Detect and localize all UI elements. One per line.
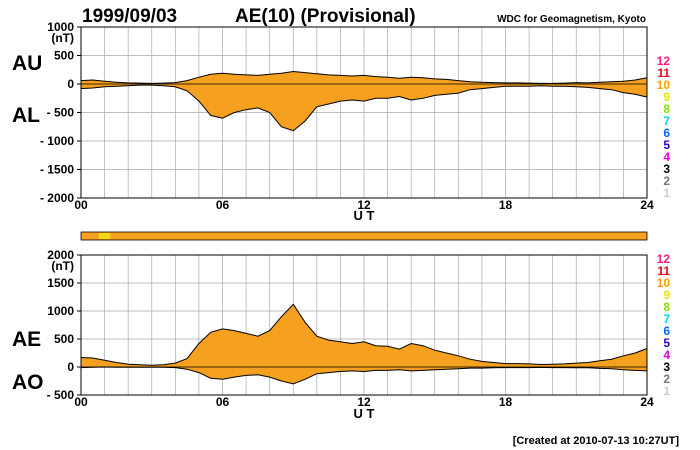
- x-tick-label: 24: [640, 198, 654, 212]
- legend-item: 12: [657, 54, 671, 68]
- au-al-panel: 1000 500 0 - 500 - 1000 - 1500 - 2000 (nT) 00 06 1…: [12, 20, 654, 223]
- legend-item: 10: [657, 276, 671, 290]
- legend-item: 9: [663, 90, 670, 104]
- series-label-lower: AO: [12, 371, 44, 394]
- legend-item: 2: [663, 174, 670, 188]
- y-tick-label: - 1000: [40, 134, 74, 148]
- legend-item: 2: [663, 372, 670, 386]
- y-tick-label: 500: [54, 332, 74, 346]
- series-label-upper: AE: [12, 328, 41, 351]
- grid: [81, 27, 647, 198]
- upper-envelope-line: [80, 303, 648, 366]
- legend-item: 5: [663, 336, 670, 350]
- series-label-lower: AL: [12, 104, 40, 127]
- x-axis-label: U T: [354, 208, 375, 223]
- y-unit-label: (nT): [51, 31, 74, 45]
- upper-envelope-line: [80, 70, 648, 84]
- x-tick-label: 18: [499, 395, 513, 409]
- y-tick-label: - 500: [47, 388, 75, 402]
- legend-item: 1: [663, 186, 670, 200]
- lower-envelope-line: [80, 366, 648, 385]
- x-tick-label: 12: [357, 395, 371, 409]
- x-tick-label: 00: [74, 198, 88, 212]
- legend-item: 4: [663, 348, 670, 362]
- legend-item: 9: [663, 288, 670, 302]
- date-label: 1999/09/03: [82, 6, 177, 27]
- grid: [81, 255, 647, 395]
- legend-item: 3: [663, 360, 670, 374]
- y-tick-label: - 2000: [40, 191, 74, 205]
- chart-title: AE(10) (Provisional): [235, 6, 416, 27]
- legend-item: 6: [663, 126, 670, 140]
- created-timestamp: [Created at 2010-07-13 10:27UT]: [513, 435, 680, 447]
- legend-item: 1: [663, 384, 670, 398]
- source-label: WDC for Geomagnetism, Kyoto: [497, 14, 646, 25]
- lower-envelope-line: [80, 84, 648, 132]
- legend-item: 7: [663, 312, 670, 326]
- y-tick-label: 0: [67, 360, 74, 374]
- y-tick-label: - 1500: [40, 163, 74, 177]
- legend-item: 6: [663, 324, 670, 338]
- x-axis-label: U T: [354, 406, 375, 421]
- x-tick-label: 24: [640, 395, 654, 409]
- ae-ao-panel: 2000 1500 1000 500 0 - 500 (nT) 00 06 12 18 24 U T AE…: [12, 248, 654, 421]
- plot-frame: [80, 254, 648, 396]
- y-tick-label: - 500: [47, 106, 75, 120]
- x-tick-label: 06: [216, 198, 230, 212]
- x-tick-label: 06: [216, 395, 230, 409]
- legend-item: 11: [657, 66, 670, 80]
- y-tick-label: 1000: [47, 304, 74, 318]
- y-tick-label: 0: [67, 77, 74, 91]
- y-unit-label: (nT): [51, 259, 74, 273]
- legend-item: 4: [663, 150, 670, 164]
- legend-item: 8: [663, 300, 670, 314]
- y-tick-label: 500: [54, 49, 74, 63]
- x-tick-label: 18: [499, 198, 513, 212]
- legend-item: 11: [657, 264, 670, 278]
- coverage-segment: [98, 233, 111, 239]
- coverage-band: [80, 231, 648, 241]
- legend-item: 8: [663, 102, 670, 116]
- legend-item: 3: [663, 162, 670, 176]
- legend-item: 10: [657, 78, 671, 92]
- y-tick-label: 2000: [47, 248, 74, 262]
- y-tick-label: 1500: [47, 276, 74, 290]
- series-label-upper: AU: [12, 52, 42, 75]
- legend-item: 12: [657, 252, 671, 266]
- y-tick-label: 1000: [47, 20, 74, 34]
- x-tick-label: 00: [74, 395, 88, 409]
- legend-item: 7: [663, 114, 670, 128]
- x-tick-label: 12: [357, 198, 371, 212]
- legend-item: 5: [663, 138, 670, 152]
- station-coverage-bar: [80, 231, 648, 241]
